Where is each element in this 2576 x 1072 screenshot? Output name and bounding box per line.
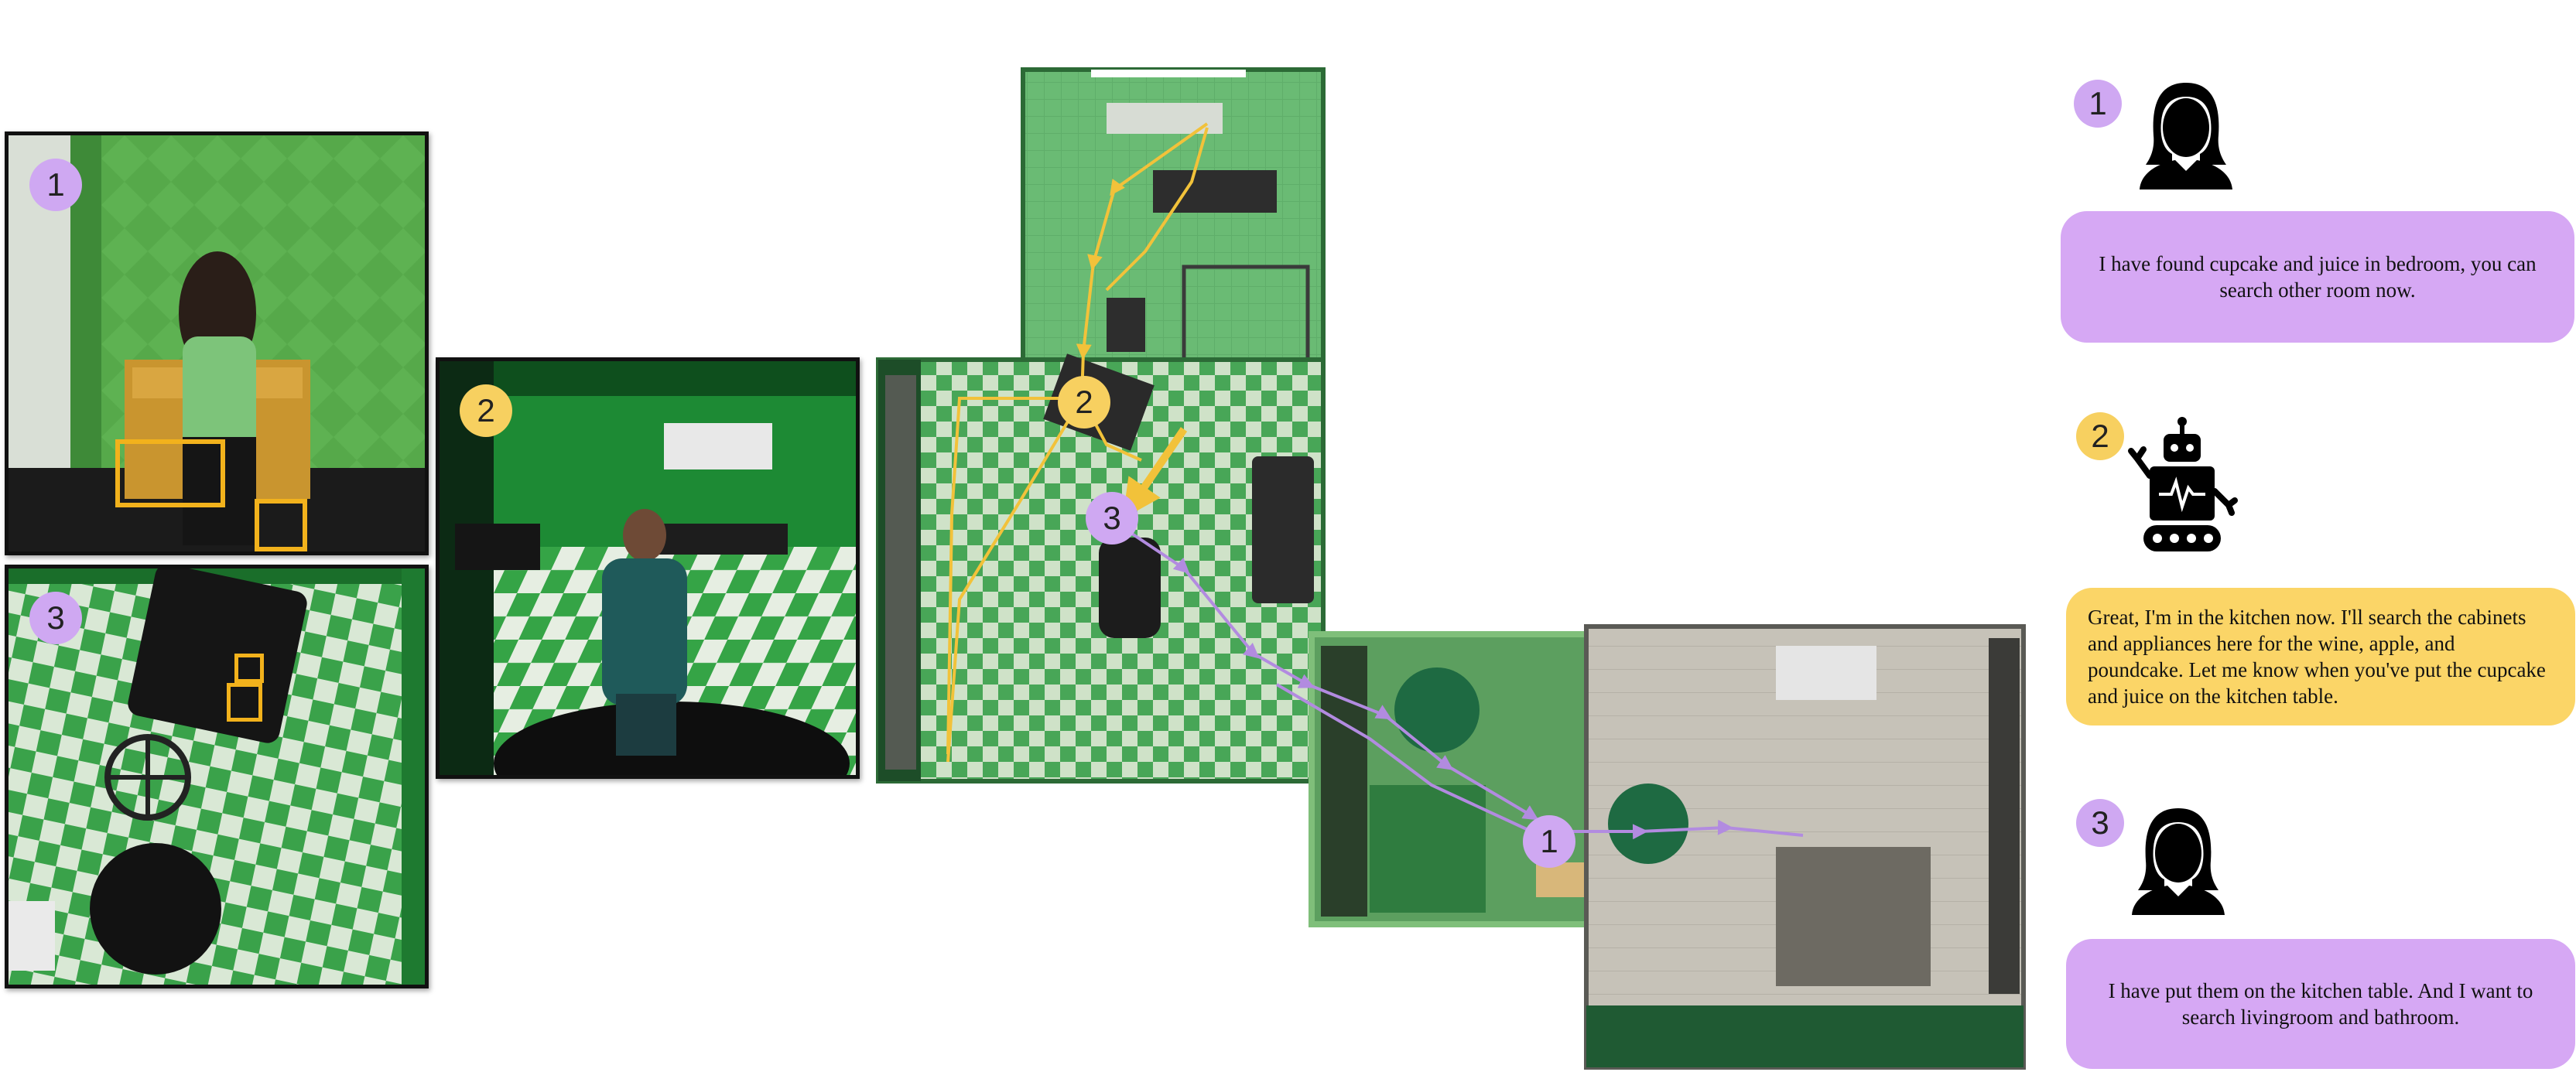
highlight-box	[115, 439, 225, 507]
woman-icon	[2132, 808, 2225, 915]
dialogue-step-badge: 2	[2076, 412, 2124, 460]
woman-icon	[2140, 83, 2232, 189]
robot-icon	[2128, 417, 2238, 551]
step-badge: 3	[29, 592, 82, 644]
dialogue-bubble: Great, I'm in the kitchen now. I'll sear…	[2066, 588, 2575, 725]
view-panel-1: 1	[5, 131, 429, 555]
map-marker: 3	[1086, 492, 1138, 545]
highlight-box	[255, 499, 307, 551]
dialogue-step-badge: 1	[2074, 80, 2122, 128]
map-marker: 2	[1058, 376, 1110, 428]
step-badge: 2	[460, 384, 512, 437]
view-panel-2: 2	[436, 357, 860, 779]
floor-map-svg	[876, 67, 2026, 1070]
kitchen-scene	[440, 361, 856, 775]
dialogue-bubble: I have found cupcake and juice in bedroo…	[2061, 211, 2574, 343]
dialogue-bubble: I have put them on the kitchen table. An…	[2066, 939, 2575, 1069]
highlight-box	[227, 683, 262, 722]
dialogue-step-badge: 3	[2076, 799, 2124, 847]
highlight-box	[234, 654, 264, 683]
view-panel-3: 3	[5, 565, 429, 988]
map-marker: 1	[1523, 815, 1575, 868]
floor-map: 2 3 1	[874, 66, 2027, 1071]
step-badge: 1	[29, 159, 82, 211]
